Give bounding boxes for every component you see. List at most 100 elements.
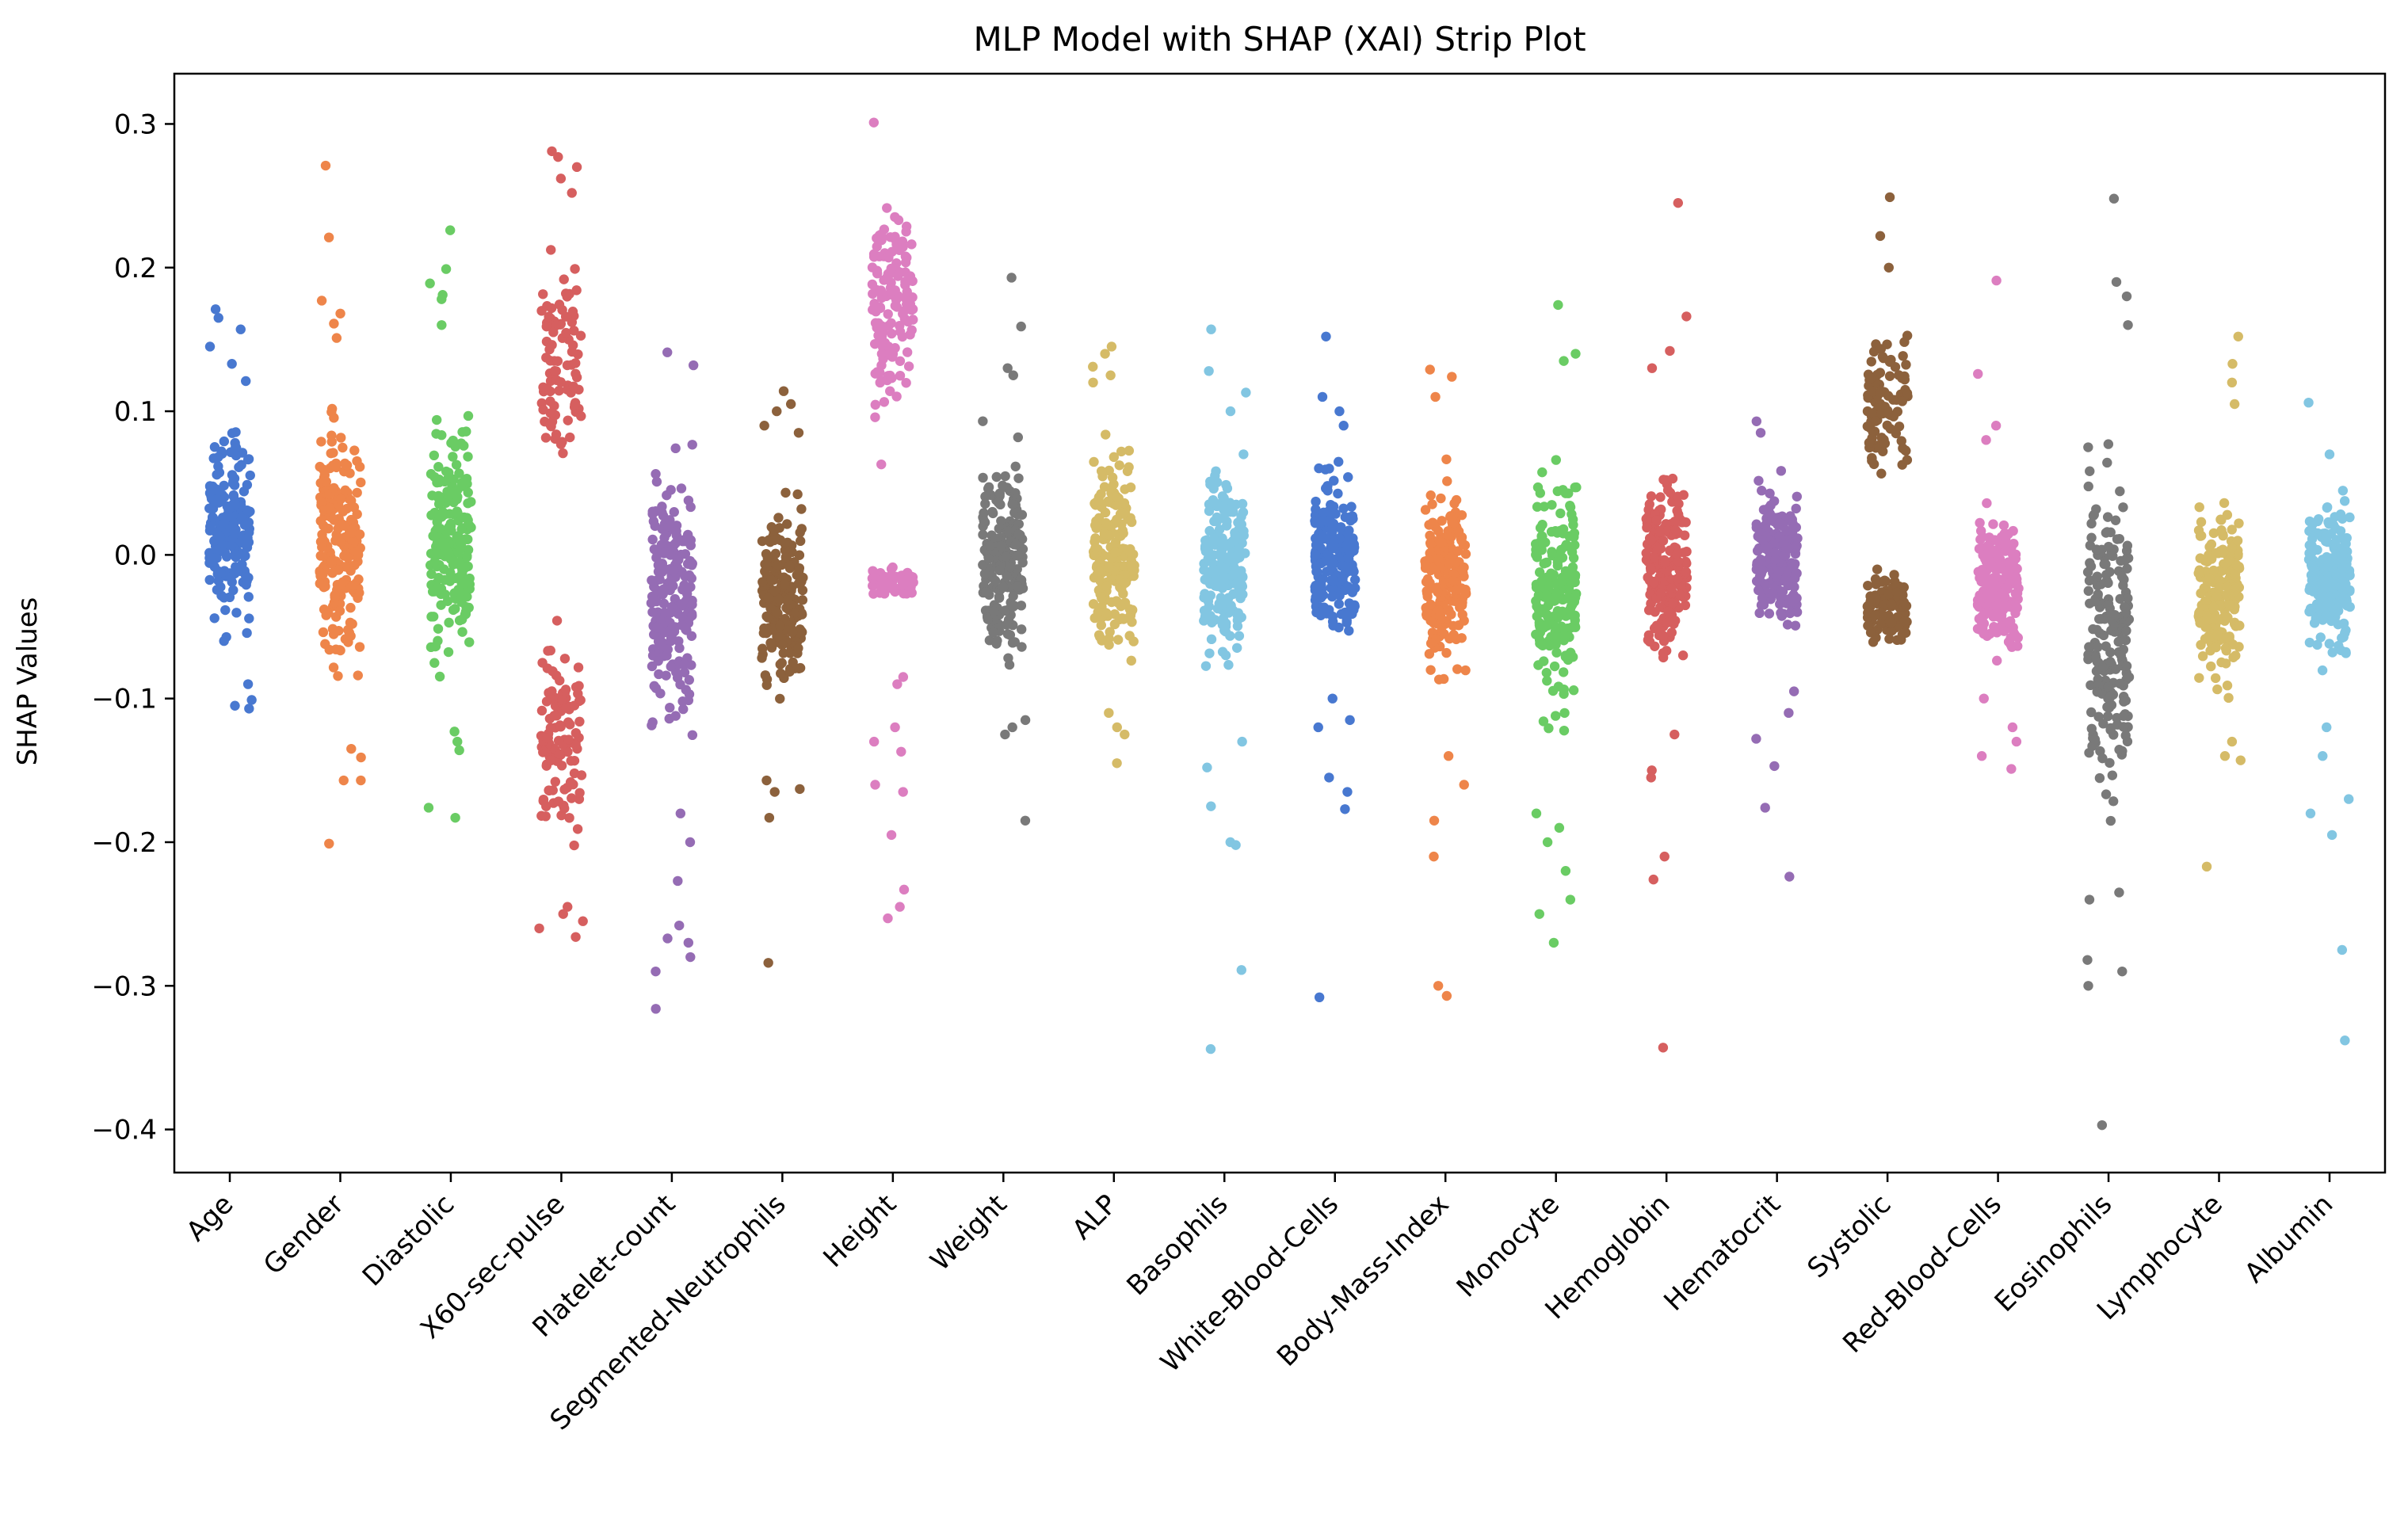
point (1425, 638, 1437, 649)
point (1681, 311, 1692, 322)
point (356, 775, 366, 786)
point (1760, 803, 1770, 813)
point (2106, 610, 2116, 620)
plot-frame (173, 72, 2387, 1174)
point (895, 902, 905, 912)
point (1344, 566, 1354, 576)
point (1111, 491, 1122, 502)
point (674, 643, 685, 654)
point (996, 516, 1006, 526)
point (1017, 557, 1028, 568)
point (773, 513, 784, 523)
point (1225, 506, 1235, 517)
point (239, 551, 250, 562)
point (1345, 715, 1355, 726)
point (1100, 349, 1110, 359)
point (1322, 555, 1334, 566)
point (2219, 751, 2231, 761)
point (330, 592, 340, 602)
point (2084, 894, 2095, 905)
point (2327, 647, 2337, 658)
point (456, 614, 467, 625)
point (1757, 593, 1768, 604)
point (335, 308, 345, 318)
point (1879, 575, 1890, 585)
point (688, 360, 699, 371)
point (905, 303, 915, 313)
point (868, 589, 879, 599)
point (1655, 492, 1666, 502)
point (1567, 514, 1578, 524)
point (1558, 667, 1569, 677)
point (989, 606, 999, 616)
point (1544, 640, 1555, 651)
point (662, 933, 673, 944)
point (682, 533, 693, 544)
point (227, 470, 238, 480)
point (239, 486, 250, 497)
point (1891, 587, 1902, 597)
point (456, 478, 467, 488)
point (2120, 730, 2131, 741)
point (211, 484, 221, 494)
point (559, 274, 569, 284)
point (1318, 602, 1330, 612)
point (898, 787, 908, 797)
point (1012, 582, 1023, 592)
point (346, 495, 357, 506)
point (2210, 673, 2221, 684)
point (1541, 619, 1551, 630)
point (2012, 603, 2022, 613)
point (658, 598, 670, 609)
point (1788, 686, 1799, 696)
point (551, 429, 562, 440)
point (683, 495, 694, 505)
point (2234, 620, 2245, 631)
point (1112, 758, 1122, 769)
point (1658, 536, 1669, 546)
point (574, 681, 584, 691)
point (2340, 582, 2350, 593)
point (457, 627, 467, 637)
point (1314, 581, 1324, 592)
point (890, 722, 900, 733)
point (1568, 685, 1579, 696)
point (1670, 616, 1681, 626)
point (444, 490, 455, 501)
point (2108, 551, 2118, 562)
point (2193, 568, 2204, 578)
point (782, 519, 792, 529)
point (538, 382, 548, 392)
point (2338, 548, 2349, 559)
point (544, 311, 554, 322)
point (1448, 569, 1459, 579)
point (2212, 630, 2223, 641)
point (2118, 580, 2128, 591)
point (1104, 639, 1114, 650)
point (762, 612, 773, 623)
point (2115, 593, 2125, 605)
point (1865, 373, 1876, 383)
point (572, 824, 583, 834)
point (444, 521, 454, 532)
point (545, 723, 556, 733)
point (567, 317, 578, 327)
point (774, 632, 784, 643)
point (659, 532, 670, 543)
point (431, 414, 442, 425)
point (1865, 596, 1876, 607)
point (1876, 387, 1886, 397)
point (2101, 789, 2112, 799)
point (435, 523, 445, 534)
point (1105, 627, 1115, 637)
point (885, 386, 895, 396)
point (2103, 541, 2114, 552)
point (1008, 370, 1018, 380)
point (2121, 661, 2132, 671)
point (2007, 722, 2018, 733)
point (1424, 649, 1435, 659)
point (1754, 608, 1765, 619)
point (1784, 872, 1795, 882)
point (646, 597, 657, 608)
point (2229, 582, 2240, 593)
